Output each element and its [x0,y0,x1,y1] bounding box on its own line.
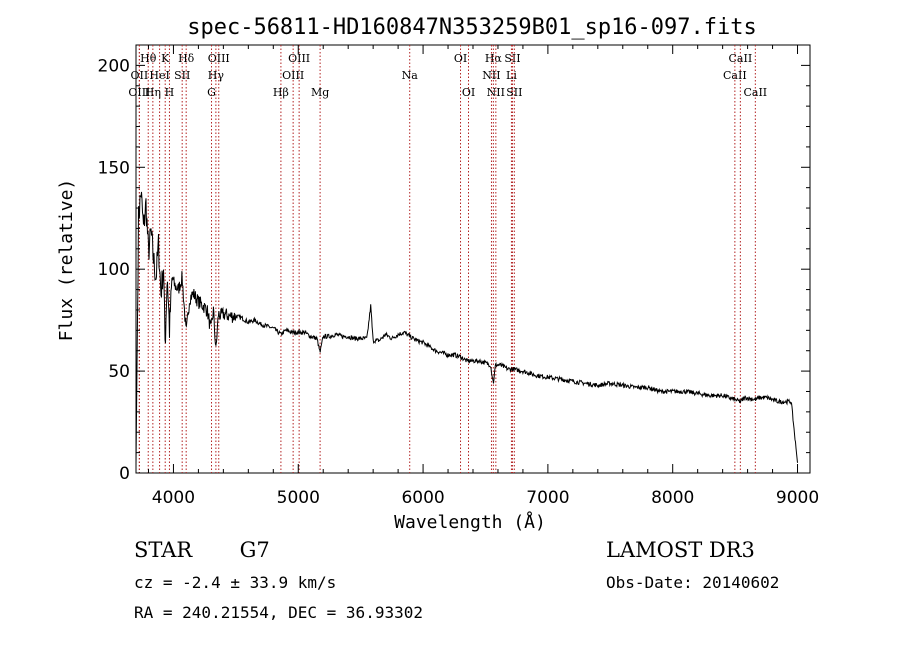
line-marker-label-4: HeI [149,69,169,82]
line-marker-label-17: OI [454,52,467,65]
line-marker-label-14: Hβ [273,86,289,99]
line-marker-label-11: G [207,86,216,99]
line-marker-label-10: Hγ [208,69,225,82]
line-marker-label-27: CaII [743,86,767,99]
y-tick-label-3: 150 [98,158,130,178]
line-marker-label-5: Hη [145,86,161,99]
line-marker-label-8: Hδ [178,52,195,65]
line-marker-label-3: K [161,52,170,65]
line-marker-label-23: NII [487,86,505,99]
line-marker-label-22: Li [506,69,517,82]
line-marker-label-0: Hθ [140,52,157,65]
plot-frame [135,44,811,474]
x-axis-label: Wavelength (Å) [394,511,546,533]
x-tick-label-4: 8000 [651,488,694,508]
x-tick-label-1: 5000 [277,488,320,508]
y-axis-label: Flux (relative) [56,179,77,342]
object-class-text: STAR [134,538,193,562]
x-tick-label-2: 6000 [401,488,444,508]
y-tick-label-4: 200 [98,56,130,76]
line-marker-label-9: OIII [208,52,230,65]
axes: 4000 5000 6000 7000 8000 9000 0 50 100 150 200 [98,45,819,508]
line-marker-label-21: NII [482,69,500,82]
line-marker-label-1: OII [131,69,149,82]
y-tick-label-2: 100 [98,260,130,280]
line-marker-label-20: SII [504,52,520,65]
line-marker-label-25: CaII [729,52,753,65]
line-marker-label-19: Hα [485,52,503,65]
coords-text: RA = 240.21554, DEC = 36.93302 [134,603,423,622]
line-marker-label-18: OI [462,86,475,99]
line-marker-label-6: SII [174,69,190,82]
redshift-text: cz = -2.4 ± 33.9 km/s [134,573,337,592]
obs-date-text: Obs-Date: 20140602 [606,573,780,592]
line-marker-label-16: Na [402,69,419,82]
line-marker-label-7: H [165,86,175,99]
object-class: STAR G7 [134,538,270,562]
y-tick-label-1: 50 [108,362,130,382]
y-tick-label-0: 0 [119,464,130,484]
x-tick-label-0: 4000 [152,488,195,508]
line-marker-label-13: OIII [282,69,304,82]
line-marker-label-12: OIII [288,52,310,65]
line-marker-label-24: SII [506,86,522,99]
line-markers: Hθ OII OIII K HeI Hη SII H Hδ OIII Hγ G OIII OIII Hβ Mg… [128,45,767,473]
line-marker-label-15: Mg [311,86,329,99]
flux-series-line [135,191,798,465]
x-tick-label-3: 7000 [526,488,569,508]
line-marker-label-26: CaII [723,69,747,82]
chart-title: spec-56811-HD160847N353259B01_sp16-097.f… [187,15,757,40]
subclass-text: G7 [239,538,270,562]
x-tick-label-5: 9000 [776,488,819,508]
survey-name: LAMOST DR3 [606,538,755,562]
line-marker-label-2: OIII [128,86,150,99]
